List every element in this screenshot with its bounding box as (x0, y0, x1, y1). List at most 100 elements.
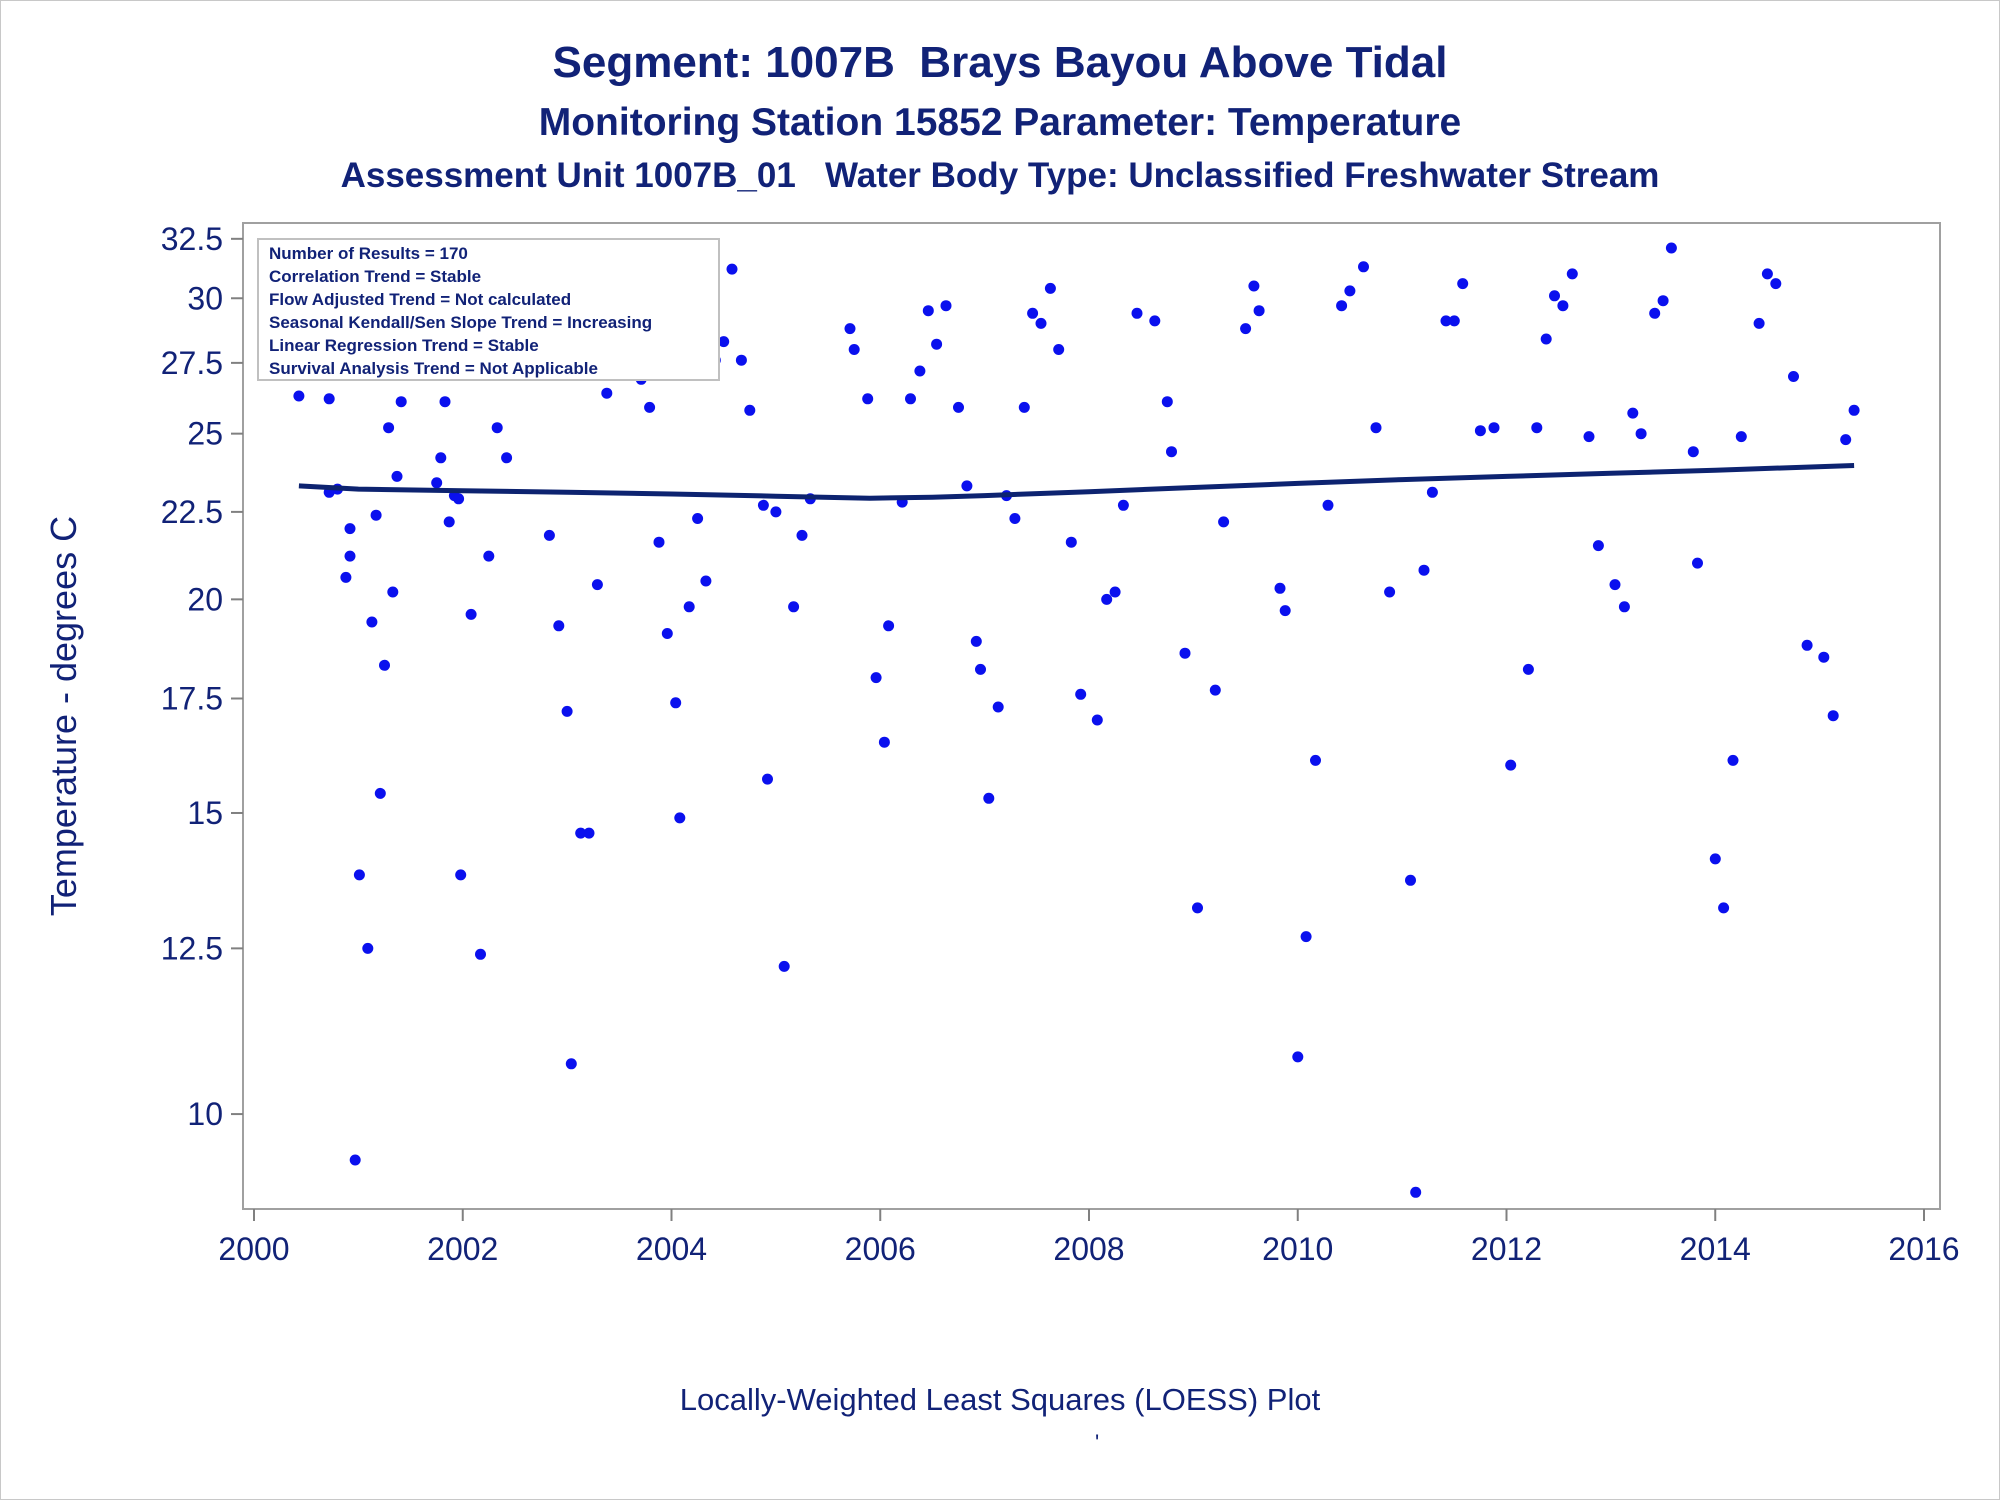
data-point (553, 620, 565, 632)
y-axis-label: Temperature - degrees C (43, 516, 84, 916)
data-point (431, 477, 443, 489)
data-point (1665, 242, 1677, 254)
data-point (883, 620, 895, 632)
data-point (770, 506, 782, 518)
x-tick-label: 2002 (427, 1231, 498, 1267)
data-point (1505, 759, 1517, 771)
data-point (940, 300, 952, 312)
data-point (565, 1058, 577, 1070)
data-point (591, 579, 603, 591)
data-point (1718, 902, 1730, 914)
data-point (1770, 278, 1782, 290)
data-point (983, 792, 995, 804)
data-point (353, 869, 365, 881)
data-point (1405, 874, 1416, 886)
data-point (1440, 315, 1452, 327)
x-tick-label: 2012 (1471, 1231, 1542, 1267)
data-point (1448, 315, 1460, 327)
data-point (1474, 425, 1486, 437)
data-point (735, 354, 747, 366)
x-tick-label: 2010 (1262, 1231, 1333, 1267)
data-point (970, 635, 982, 647)
data-point (870, 672, 882, 684)
data-point (1027, 307, 1039, 319)
data-point (1649, 307, 1661, 319)
data-point (1218, 516, 1230, 528)
data-point (1827, 710, 1839, 722)
data-point (1583, 431, 1595, 443)
data-point (1131, 307, 1143, 319)
data-point (1310, 754, 1321, 766)
data-point (1192, 902, 1203, 914)
y-tick-label: 20 (187, 581, 223, 617)
x-tick-label: 2000 (218, 1231, 289, 1267)
data-point (1761, 268, 1773, 280)
footnote: Locally-Weighted Least Squares (LOESS) P… (679, 1382, 1321, 1417)
data-point (1117, 499, 1129, 511)
data-point (844, 323, 856, 335)
stats-box: Number of Results = 170 Correlation Trend… (257, 238, 720, 381)
x-tick-label: 2006 (845, 1231, 916, 1267)
data-point (1253, 305, 1265, 317)
data-point (465, 608, 477, 620)
data-point (1531, 422, 1543, 434)
data-point (796, 529, 808, 541)
data-point (1635, 428, 1647, 440)
stats-line: Flow Adjusted Trend = Not calculated (269, 290, 571, 309)
data-point (323, 393, 335, 405)
data-point (778, 960, 790, 972)
data-point (1753, 317, 1765, 329)
data-point (1109, 586, 1121, 598)
data-points (293, 242, 1860, 1198)
data-point (1161, 396, 1173, 408)
data-point (1179, 647, 1191, 659)
x-tick-label: 2014 (1680, 1231, 1751, 1267)
data-point (344, 523, 356, 535)
y-tick-label: 32.5 (161, 221, 223, 257)
stats-box-frame (257, 238, 720, 381)
data-point (653, 536, 665, 548)
data-point (1300, 931, 1312, 943)
loess-line-group (298, 463, 1855, 501)
data-point (1035, 317, 1047, 329)
data-point (1709, 853, 1721, 865)
chart-subtitle-assessment: Assessment Unit 1007B_01 Water Body Type… (340, 156, 1660, 195)
data-point (1818, 651, 1830, 663)
stats-line: Number of Results = 170 (269, 244, 468, 263)
data-point (1522, 663, 1534, 675)
x-tick-label: 2004 (636, 1231, 707, 1267)
data-point (1149, 315, 1161, 327)
data-point (387, 586, 399, 598)
data-point (757, 499, 769, 511)
data-point (366, 616, 378, 628)
data-point (1788, 371, 1799, 382)
data-point (583, 827, 595, 839)
stats-line: Correlation Trend = Stable (269, 267, 481, 286)
data-point (1044, 282, 1056, 294)
data-point (1344, 285, 1356, 297)
data-point (501, 452, 513, 464)
data-point (1248, 280, 1260, 292)
data-point (1557, 300, 1569, 312)
data-point (726, 263, 738, 275)
data-point (543, 529, 555, 541)
data-point (575, 827, 587, 839)
data-point (762, 773, 773, 785)
y-tick-label: 25 (187, 416, 223, 452)
y-axis: 10 12.5 15 17.5 20 22.5 25 27.5 30 32.5 (161, 221, 243, 1132)
data-point (670, 697, 682, 709)
data-point (1009, 513, 1021, 524)
data-point (975, 663, 986, 675)
data-point (961, 480, 973, 492)
data-point (1488, 422, 1500, 434)
chart-title: Segment: 1007B Brays Bayou Above Tidal (552, 38, 1448, 87)
data-point (435, 452, 447, 464)
data-point (1018, 401, 1030, 413)
y-tick-label: 10 (187, 1096, 223, 1132)
data-point (683, 601, 695, 613)
data-point (1801, 639, 1813, 651)
data-point (391, 470, 403, 482)
data-point (692, 513, 704, 524)
data-point (718, 336, 730, 348)
